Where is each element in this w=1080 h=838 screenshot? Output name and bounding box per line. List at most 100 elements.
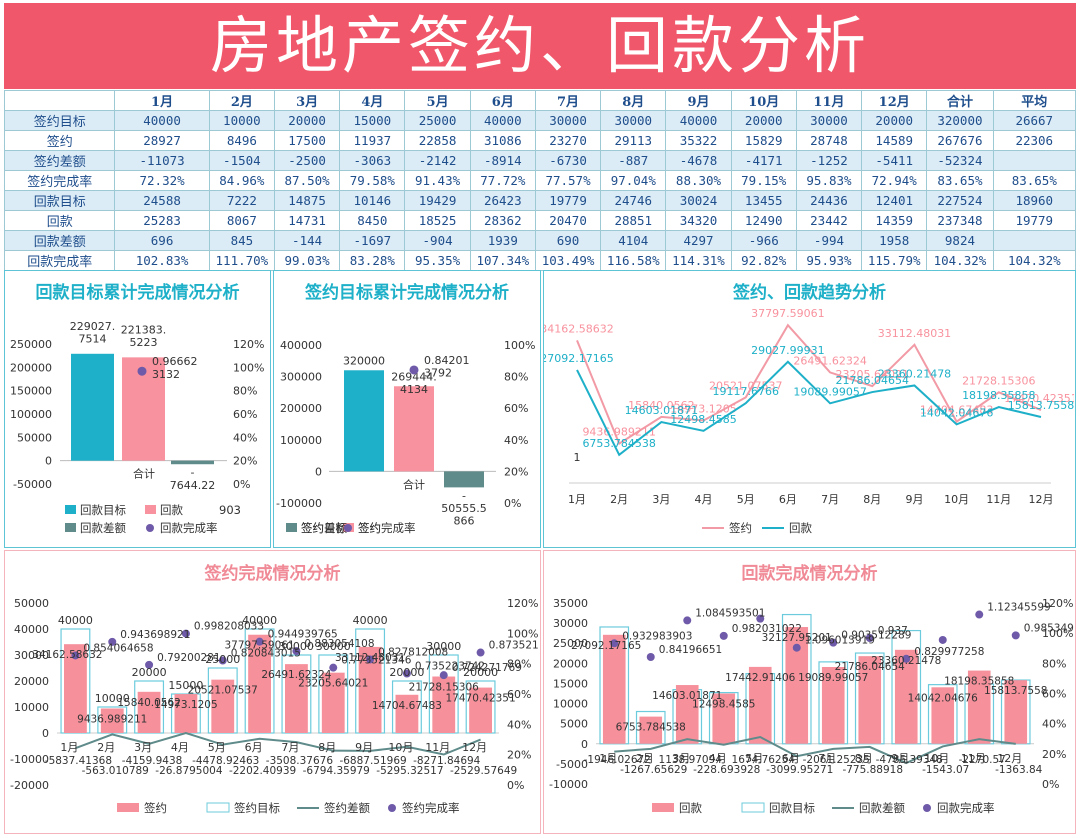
tick-label: 0 [581, 738, 588, 751]
x-tick-label: 6月 [779, 493, 797, 506]
x-tick-label: 7月 [818, 752, 836, 765]
x-tick-label: 9月 [355, 741, 373, 754]
data-label: 17442.91406 [725, 672, 795, 684]
tick-label: 10000 [553, 698, 588, 711]
data-label: 9436.989211 [582, 426, 655, 439]
table-row: 回款差额 696 845 -144 -1697 -904 1939 690 4104 4297 -9… [3, 230, 1077, 251]
rate-point [646, 653, 655, 662]
data-label: 37797.59061 [225, 640, 295, 652]
chart-title: 签约目标累计完成情况分析 [305, 283, 509, 303]
table-cell: 4104 [600, 230, 667, 251]
x-tick-label: 3月 [652, 493, 670, 506]
table-cell: 19779 [992, 210, 1077, 231]
table-cell: 18960 [992, 190, 1077, 211]
table-cell: 72.32% [114, 170, 210, 191]
table-cell: 14731 [273, 210, 341, 231]
data-label: 18198.35858 [944, 676, 1014, 688]
x-tick-label: 12月 [997, 752, 1022, 765]
data-label: 0.932983903 [622, 630, 692, 642]
data-label: 1.096013919 [805, 635, 875, 647]
tick-label: 5000 [560, 718, 588, 731]
tick-label: 20% [233, 455, 257, 468]
table-cell: 267676 [926, 130, 994, 151]
rate-point [610, 639, 619, 648]
data-label: 15813.7558 [984, 685, 1047, 697]
table-cell: 12401 [861, 190, 928, 211]
table-cell: 845 [208, 230, 275, 251]
table-cell: 19429 [404, 190, 471, 211]
tick-label: 100% [507, 627, 538, 640]
table-cell: 15829 [730, 130, 797, 151]
column-header: 1月 [114, 90, 210, 111]
table-cell: 690 [534, 230, 602, 251]
table-cell: 107.34% [469, 250, 536, 271]
tick-label: 80% [504, 371, 528, 384]
bar-actual [469, 687, 493, 733]
table-cell: 1958 [861, 230, 928, 251]
data-label: 1.084593501 [695, 607, 765, 619]
rate-point [71, 651, 80, 660]
x-tick-label: 12月 [462, 741, 487, 754]
column-header: 12月 [861, 90, 928, 111]
tick-label: 40% [233, 431, 257, 444]
rate-point [292, 647, 301, 656]
panel-signing-monthly: 签约完成情况分析 50000 40000 30000 20000 10000 0 -1000… [4, 550, 541, 834]
legend-label: 回款 [679, 801, 702, 815]
row-header: 回款目标 [3, 190, 116, 211]
data-label: 19089.99057 [798, 672, 868, 684]
table-cell: -2142 [404, 150, 471, 171]
column-header: 5月 [404, 90, 471, 111]
data-label: 34162.58632 [544, 322, 614, 335]
panel-signing-cumulative: 签约目标累计完成情况分析 400000 300000 200000 100000 0 -1… [273, 270, 541, 548]
x-tick-label: 12月 [1029, 493, 1054, 506]
rate-point [255, 637, 264, 646]
legend-swatch [741, 802, 765, 813]
table-cell: 102.83% [114, 250, 210, 271]
tick-label: 0 [45, 455, 52, 468]
x-tick-label: 1月 [568, 493, 586, 506]
tick-label: 0% [504, 497, 521, 510]
rate-point [792, 643, 801, 652]
data-label: 9436.989211 [77, 713, 147, 725]
series-line-collection [576, 360, 1042, 457]
data-label: -3508.37676 [266, 755, 334, 767]
table-cell: 227524 [926, 190, 994, 211]
data-label: 10000 [95, 692, 130, 705]
chart-title: 签约完成情况分析 [204, 564, 341, 584]
table-cell: 20000 [273, 110, 341, 131]
tick-label: 30000 [14, 649, 49, 662]
table-cell: 30024 [665, 190, 732, 211]
x-tick-label: 2月 [97, 741, 115, 754]
data-label: 1138.97094 [659, 754, 723, 766]
panel-collection-monthly: 回款完成情况分析 35000 30000 25000 20000 15000 10000 5… [543, 550, 1076, 834]
data-label: 21786.04654 [836, 374, 909, 387]
legend-swatch [146, 524, 154, 532]
data-label: 0.937 [878, 625, 908, 637]
data-label: 33112.48031 [335, 652, 405, 664]
legend-swatch [652, 803, 674, 812]
legend-swatch [117, 803, 139, 812]
table-cell: 28927 [114, 130, 210, 151]
tick-label: 150000 [10, 385, 52, 398]
table-cell: 95.83% [795, 170, 863, 191]
tick-label: 120% [507, 597, 538, 610]
data-label: -4785.39348 [876, 754, 943, 766]
data-label: 20000 [389, 666, 424, 679]
tick-label: 50000 [14, 597, 49, 610]
table-cell: 79.58% [339, 170, 406, 191]
table-cell: 87.50% [273, 170, 341, 191]
x-tick-label: 9月 [891, 752, 909, 765]
legend-label: 回款 [789, 521, 812, 535]
signing-monthly-chart: 50000400003000020000100000-10000-2000012… [10, 597, 539, 815]
x-tick-label: 9月 [905, 493, 923, 506]
bar-actual [675, 685, 699, 744]
data-label: 17470.42351 [1004, 392, 1074, 405]
table-cell: 8450 [339, 210, 406, 231]
table-cell: 35322 [665, 130, 732, 151]
table-cell: 91.43% [404, 170, 471, 191]
bar-actual [174, 694, 198, 733]
tick-label: 60% [233, 408, 257, 421]
data-label: 23360.21478 [871, 655, 941, 667]
table-cell: 237348 [926, 210, 994, 231]
tick-label: 120% [233, 338, 264, 351]
